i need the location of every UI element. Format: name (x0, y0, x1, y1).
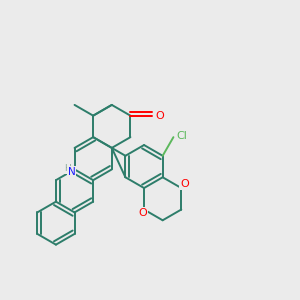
Text: O: O (180, 179, 189, 189)
Text: N: N (68, 167, 75, 177)
Text: H: H (64, 164, 70, 173)
Text: O: O (138, 208, 147, 218)
Text: O: O (155, 111, 164, 121)
Text: Cl: Cl (176, 131, 187, 141)
